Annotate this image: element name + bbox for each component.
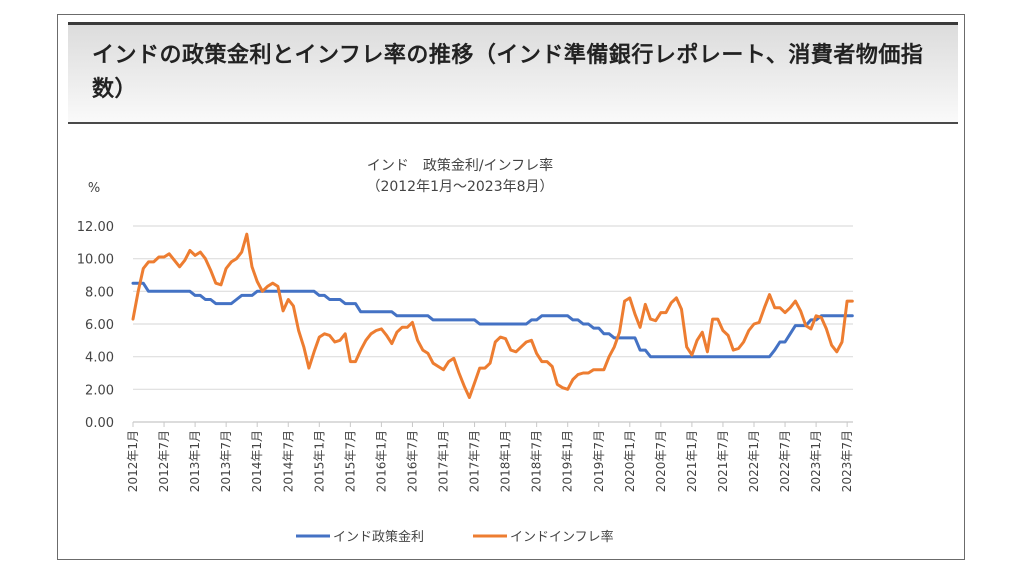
x-tick-label: 2022年7月 bbox=[778, 430, 792, 492]
x-tick-label: 2019年7月 bbox=[592, 430, 606, 492]
x-tick-label: 2015年1月 bbox=[312, 430, 326, 492]
x-tick-label: 2014年1月 bbox=[250, 430, 264, 492]
page-heading: インドの政策金利とインフレ率の推移（インド準備銀行レポレート、消費者物価指数） bbox=[92, 43, 924, 102]
y-tick-label: 4.00 bbox=[85, 351, 114, 366]
y-tick-label: 2.00 bbox=[85, 383, 114, 398]
x-tick-label: 2016年1月 bbox=[374, 430, 388, 492]
inflation-line bbox=[131, 232, 854, 399]
x-tick-label: 2017年1月 bbox=[437, 430, 451, 492]
x-tick-label: 2017年7月 bbox=[468, 430, 482, 492]
y-tick-label: 12.00 bbox=[77, 220, 114, 235]
x-tick-label: 2012年7月 bbox=[157, 430, 171, 492]
x-tick-label: 2013年1月 bbox=[188, 430, 202, 492]
x-tick-label: 2021年1月 bbox=[685, 430, 699, 492]
y-axis-unit: % bbox=[88, 181, 100, 196]
x-tick-label: 2020年7月 bbox=[654, 430, 668, 492]
x-tick-label: 2014年7月 bbox=[281, 430, 295, 492]
x-tick-label: 2020年1月 bbox=[623, 430, 637, 492]
x-tick-label: 2013年7月 bbox=[219, 430, 233, 492]
heading-band: インドの政策金利とインフレ率の推移（インド準備銀行レポレート、消費者物価指数） bbox=[68, 22, 958, 124]
x-tick-label: 2018年7月 bbox=[530, 430, 544, 492]
y-tick-label: 8.00 bbox=[85, 285, 114, 300]
x-tick-label: 2023年1月 bbox=[809, 430, 823, 492]
chart-subtitle: （2012年1月～2023年8月） bbox=[366, 179, 553, 195]
y-tick-label: 6.00 bbox=[85, 318, 114, 333]
x-tick-label: 2021年7月 bbox=[716, 430, 730, 492]
x-tick-label: 2022年1月 bbox=[747, 430, 761, 492]
policy-rate-line bbox=[131, 281, 854, 359]
x-tick-label: 2015年7月 bbox=[343, 430, 357, 492]
y-tick-label: 0.00 bbox=[85, 416, 114, 431]
x-tick-label: 2012年1月 bbox=[126, 430, 140, 492]
legend-label-inflation: インドインフレ率 bbox=[510, 529, 614, 545]
x-tick-label: 2019年1月 bbox=[561, 430, 575, 492]
x-tick-label: 2023年7月 bbox=[840, 430, 854, 492]
x-tick-label: 2016年7月 bbox=[405, 430, 419, 492]
y-tick-label: 10.00 bbox=[77, 253, 114, 268]
x-tick-label: 2018年1月 bbox=[499, 430, 513, 492]
legend-label-policy-rate: インド政策金利 bbox=[333, 529, 424, 545]
chart-title: インド 政策金利/インフレ率 bbox=[367, 157, 553, 174]
